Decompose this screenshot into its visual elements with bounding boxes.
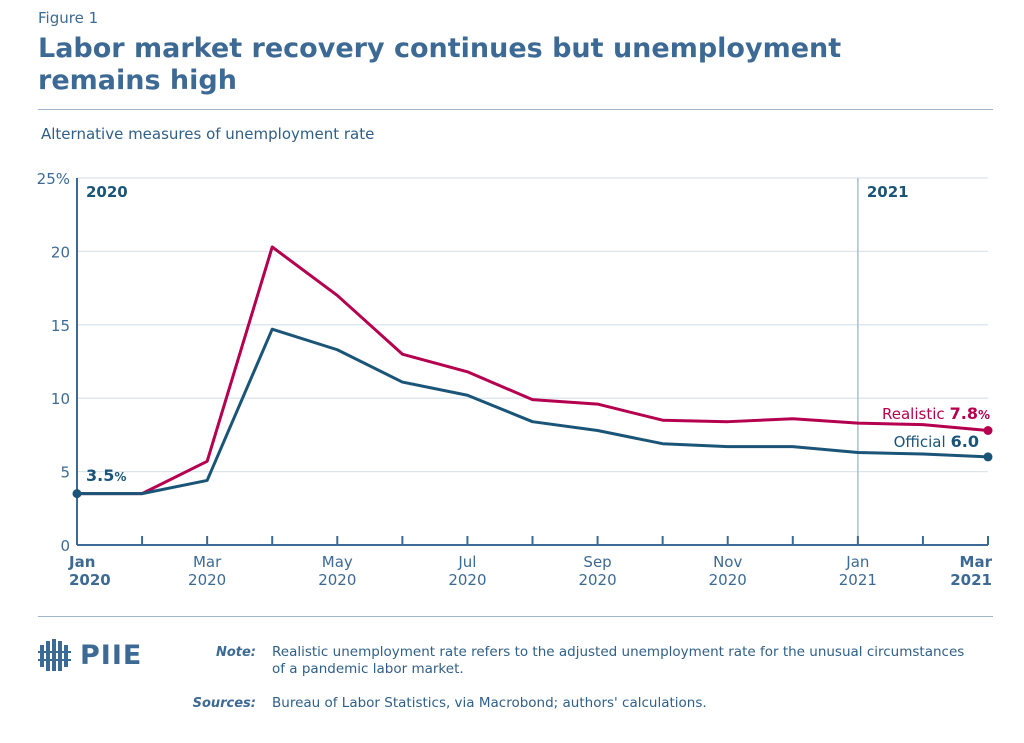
x-tick-year: 2020 (709, 571, 747, 589)
annotations: 2020 2021 3.5% Realistic 7.8% Official 6.0 (86, 183, 990, 485)
x-tick-month: Jan (68, 553, 95, 571)
y-tick-label: 25% (37, 170, 70, 188)
year-marker-label: 2020 (86, 183, 128, 201)
x-tick-month: Mar (193, 553, 222, 571)
sources-text: Bureau of Labor Statistics, via Macrobon… (272, 695, 707, 711)
y-axis-ticks: 0 5 10 15 20 25% (37, 170, 70, 555)
data-point-official (983, 452, 993, 462)
x-tick-year: 2020 (578, 571, 616, 589)
series-line-realistic (77, 245, 989, 496)
y-tick-label: 0 (60, 537, 70, 555)
x-tick-month: May (322, 553, 353, 571)
end-label-realistic: Realistic 7.8% (882, 404, 990, 423)
end-value-official: 6.0 (951, 432, 979, 451)
x-tick-month: Mar (960, 553, 993, 571)
end-unit-realistic: % (978, 408, 990, 422)
start-value-label: 3.5% (86, 466, 126, 485)
bottom-divider (38, 616, 993, 617)
x-tick-year: 2020 (188, 571, 226, 589)
y-tick-label: 15 (51, 317, 70, 335)
x-tick-year: 2021 (950, 571, 992, 589)
series-line-official (77, 327, 989, 496)
top-divider (38, 109, 993, 110)
note-text: Realistic unemployment rate refers to th… (272, 644, 965, 677)
end-label-realistic: Realistic (882, 405, 945, 423)
note-label: Note: (215, 645, 256, 660)
x-axis: Jan2020Mar2020May2020Jul2020Sep2020Nov20… (68, 536, 993, 589)
x-tick-month: Jan (845, 553, 869, 571)
y-tick-label: 20 (51, 243, 70, 261)
end-label-official: Official 6.0 (894, 432, 979, 451)
sources-label: Sources: (192, 696, 256, 711)
end-value-realistic: 7.8 (950, 404, 978, 423)
x-tick-year: 2020 (448, 571, 486, 589)
x-tick-year: 2020 (69, 571, 111, 589)
chart-title: Labor market recovery continues but unem… (38, 33, 842, 96)
logo-text: PIIE (80, 639, 143, 671)
y-tick-label: 5 (60, 464, 70, 482)
start-value: 3.5 (86, 466, 114, 485)
start-point (72, 489, 82, 499)
year-marker-label: 2021 (867, 183, 909, 201)
figure-label: Figure 1 (38, 9, 99, 27)
chart-subtitle: Alternative measures of unemployment rat… (41, 125, 375, 143)
piie-logo: PIIE (38, 637, 142, 673)
x-tick-month: Nov (713, 553, 742, 571)
gridlines (76, 177, 988, 545)
start-unit: % (114, 470, 126, 484)
x-tick-year: 2021 (839, 571, 877, 589)
series-lines (72, 245, 993, 499)
building-logo-icon (38, 639, 71, 671)
y-tick-label: 10 (51, 390, 70, 408)
x-tick-year: 2020 (318, 571, 356, 589)
data-point-realistic (983, 425, 993, 435)
x-tick-month: Sep (583, 553, 611, 571)
x-tick-month: Jul (457, 553, 476, 571)
end-label-official: Official (894, 433, 946, 451)
